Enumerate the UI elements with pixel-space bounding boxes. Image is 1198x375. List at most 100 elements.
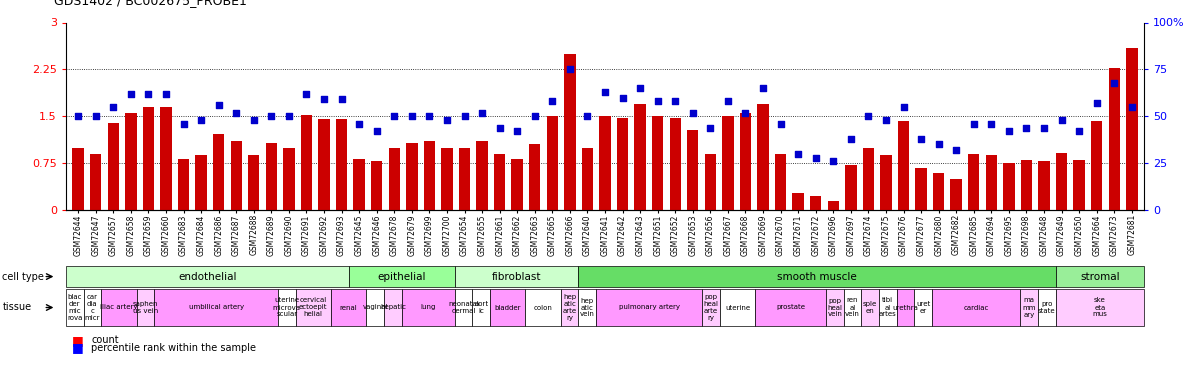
Bar [933,172,944,210]
Bar [546,116,558,210]
Point [157,91,176,97]
Point [332,96,351,102]
Bar [177,159,189,210]
Text: hepatic: hepatic [380,304,406,310]
Bar [810,196,822,210]
Bar [353,159,365,210]
Bar [477,141,488,210]
Point [419,113,438,119]
Text: endothelial: endothelial [179,272,236,282]
Bar [1108,68,1120,210]
Point [981,121,1000,127]
Bar [406,142,418,210]
Point [788,151,807,157]
Bar [388,147,400,210]
Text: tibi
al
artes: tibi al artes [879,297,896,318]
Text: ■: ■ [72,341,84,354]
Bar [775,154,786,210]
Bar [1073,160,1085,210]
Point [226,110,246,116]
Bar [897,121,909,210]
Point [279,113,298,119]
Point [174,121,193,127]
Point [930,141,949,147]
Bar [757,104,769,210]
Point [577,113,597,119]
Text: percentile rank within the sample: percentile rank within the sample [91,343,256,352]
Bar [986,155,997,210]
Bar [739,113,751,210]
Point [385,113,404,119]
Bar [143,107,155,210]
Text: iliac artery: iliac artery [101,304,138,310]
Text: colon: colon [533,304,552,310]
Bar [195,155,207,210]
Bar [1021,160,1033,210]
Text: GDS1402 / BC002675_PROBE1: GDS1402 / BC002675_PROBE1 [54,0,247,8]
Text: tissue: tissue [2,303,31,312]
Bar [704,154,716,210]
Bar [72,147,84,210]
Point [314,96,333,102]
Point [121,91,140,97]
Text: pop
heal
arte
ry: pop heal arte ry [703,294,719,321]
Point [1052,117,1071,123]
Bar [248,155,260,210]
Point [877,117,896,123]
Bar [213,134,224,210]
Point [613,94,633,100]
Point [648,98,667,104]
Point [806,154,825,160]
Point [543,98,562,104]
Bar [424,141,435,210]
Point [561,66,580,72]
Text: epithelial: epithelial [377,272,426,282]
Text: ske
eta
mus: ske eta mus [1093,297,1107,318]
Point [472,110,491,116]
Text: umbilical artery: umbilical artery [188,304,243,310]
Point [630,85,649,91]
Text: fibroblast: fibroblast [492,272,541,282]
Point [912,136,931,142]
Point [736,110,755,116]
Bar [459,147,470,210]
Text: uterine: uterine [725,304,750,310]
Point [367,128,386,134]
Point [490,124,509,130]
Bar [266,142,277,210]
Point [701,124,720,130]
Text: saphen
us vein: saphen us vein [133,301,158,314]
Point [297,91,316,97]
Text: hep
atic
arte
ry: hep atic arte ry [563,294,576,321]
Point [139,91,158,97]
Point [261,113,280,119]
Text: urethra: urethra [893,304,919,310]
Bar [108,123,119,210]
Text: smooth muscle: smooth muscle [778,272,857,282]
Bar [881,155,891,210]
Bar [950,179,962,210]
Point [1017,124,1036,130]
Point [999,128,1018,134]
Point [719,98,738,104]
Text: bladder: bladder [495,304,521,310]
Point [192,117,211,123]
Point [508,128,527,134]
Text: uret
er: uret er [916,301,931,314]
Bar [722,116,733,210]
Point [772,121,791,127]
Point [595,89,615,95]
Bar [1003,163,1015,210]
Text: stromal: stromal [1081,272,1120,282]
Point [455,113,474,119]
Bar [863,147,875,210]
Bar [230,141,242,210]
Point [1034,124,1053,130]
Text: neonatal
dermal: neonatal dermal [448,301,479,314]
Bar [283,147,295,210]
Bar [652,116,664,210]
Point [946,147,966,153]
Bar [371,161,382,210]
Text: car
dia
c
micr: car dia c micr [85,294,101,321]
Text: lung: lung [420,304,436,310]
